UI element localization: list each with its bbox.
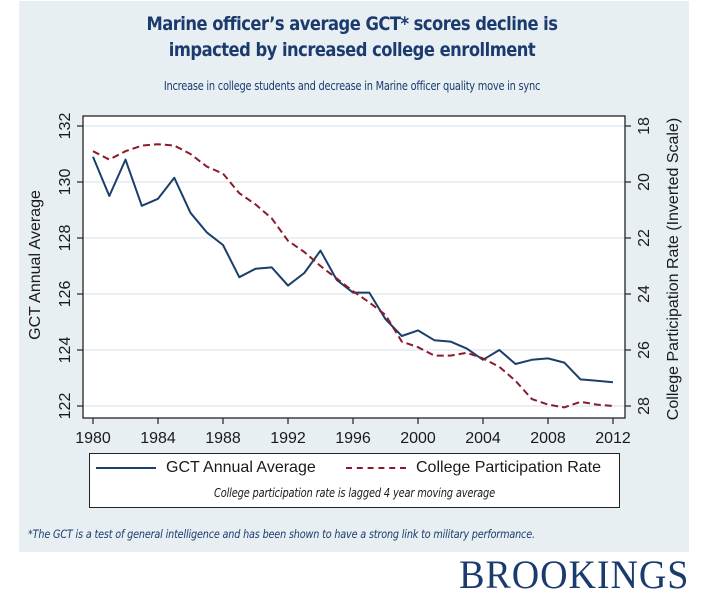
plot-background: [83, 116, 625, 418]
y2-tick-label: 18: [636, 117, 653, 135]
x-tick-label: 1988: [205, 430, 241, 447]
x-tick-label: 2000: [400, 430, 436, 447]
x-tick-label: 1984: [140, 430, 176, 447]
legend: GCT Annual Average College Participation…: [89, 453, 620, 508]
y-tick-label: 126: [57, 281, 74, 308]
legend-item-gct: GCT Annual Average: [96, 459, 316, 477]
right-axis-ticks: 18 20 22 24 26 28: [625, 117, 653, 415]
legend-label-college: College Participation Rate: [416, 459, 601, 476]
y2-tick-label: 20: [636, 173, 653, 191]
chart-subtitle: Increase in college students and decreas…: [163, 79, 541, 93]
left-axis-ticks: 122 124 126 128 130 132: [57, 113, 83, 420]
brookings-logo: BROOKINGS: [458, 552, 689, 597]
legend-note: College participation rate is lagged 4 y…: [214, 486, 495, 500]
legend-swatch-gct: [96, 467, 156, 469]
series-lines: [92, 143, 614, 409]
y2-tick-label: 28: [636, 397, 653, 415]
y2-tick-label: 22: [636, 229, 653, 247]
y2-tick-label: 24: [636, 285, 653, 303]
x-tick-label: 2012: [595, 430, 631, 447]
x-tick-label: 1996: [335, 430, 371, 447]
y-tick-label: 128: [57, 225, 74, 252]
x-tick-label: 2008: [530, 430, 566, 447]
x-tick-label: 1980: [75, 430, 111, 447]
plot-area: [82, 115, 626, 419]
footnote: *The GCT is a test of general intelligen…: [28, 527, 535, 541]
right-axis-title: College Participation Rate (Inverted Sca…: [665, 118, 682, 420]
legend-item-college: College Participation Rate: [346, 459, 601, 477]
legend-label-gct: GCT Annual Average: [166, 459, 316, 476]
x-tick-label: 1992: [270, 430, 306, 447]
chart-title: Marine officer’s average GCT* scores dec…: [49, 11, 654, 63]
title-line-2: impacted by increased college enrollment: [168, 39, 536, 61]
y-tick-label: 122: [57, 393, 74, 420]
x-tick-label: 2004: [465, 430, 501, 447]
y-tick-label: 130: [57, 169, 74, 196]
left-axis-title: GCT Annual Average: [27, 190, 44, 340]
x-axis-ticks: 1980 1984 1988 1992 1996 2000 2004 2008 2012: [75, 418, 631, 447]
gridlines: [83, 125, 625, 407]
gct-line: [92, 156, 614, 384]
college-rate-line: [92, 143, 614, 409]
y-tick-label: 132: [57, 113, 74, 140]
title-line-1: Marine officer’s average GCT* scores dec…: [146, 13, 558, 35]
legend-swatch-college: [346, 467, 406, 469]
y-tick-label: 124: [57, 337, 74, 364]
y2-tick-label: 26: [636, 341, 653, 359]
